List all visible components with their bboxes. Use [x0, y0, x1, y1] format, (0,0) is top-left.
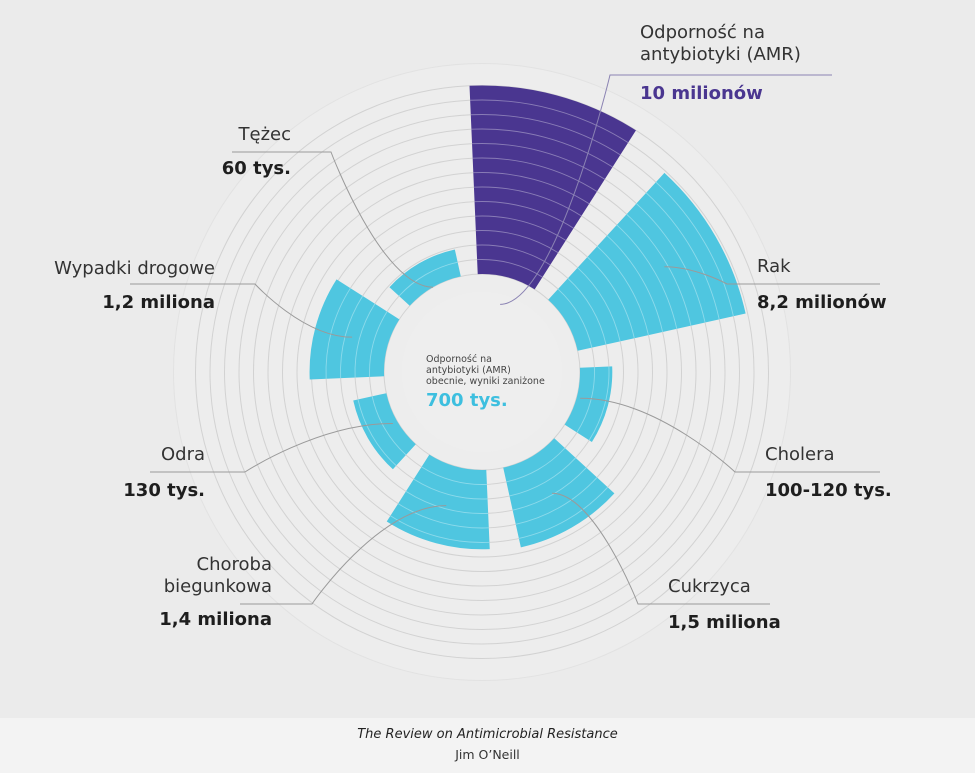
bar-4	[386, 454, 490, 550]
category-label-1: Rak	[757, 256, 791, 277]
value-label-2: 100-120 tys.	[765, 480, 892, 501]
bar-1-ring	[567, 278, 607, 345]
bar-0-ring	[471, 128, 613, 168]
bar-3-ring	[515, 477, 598, 525]
bar-1-ring	[655, 181, 734, 317]
bar-3-ring	[518, 486, 609, 539]
bar-4-ring	[413, 478, 488, 500]
bar-6	[309, 279, 400, 380]
bar-0-ring	[470, 99, 629, 143]
source-author: Jim O’Neill	[455, 747, 520, 762]
category-label-0: antybiotyki (AMR)	[640, 44, 801, 65]
bar-4-ring	[390, 515, 490, 543]
category-label-7: Tężec	[238, 124, 292, 145]
leader-line-5	[150, 422, 393, 473]
category-label-0: Odporność na	[640, 22, 765, 43]
value-label-1: 8,2 milionów	[757, 292, 887, 313]
bar-6-ring	[325, 287, 351, 379]
leader-line-0	[500, 74, 832, 305]
center-label-line: obecnie, wyniki zaniżone	[426, 376, 545, 387]
bar-7-ring	[398, 261, 458, 297]
bar-1-ring	[587, 256, 635, 339]
category-label-3: Cukrzyca	[668, 576, 751, 597]
source-footer: The Review on Antimicrobial Resistance J…	[0, 718, 975, 773]
bar-0	[469, 85, 636, 290]
category-label-2: Cholera	[765, 444, 835, 465]
center-label-line: antybiotyki (AMR)	[426, 365, 511, 376]
bar-2	[564, 366, 613, 443]
bar-1-ring	[626, 213, 692, 326]
value-label-5: 130 tys.	[123, 480, 205, 501]
bar-3	[503, 438, 615, 548]
bar-3-ring	[509, 457, 576, 497]
bar-1-ring	[616, 224, 678, 329]
bar-4-ring	[405, 490, 489, 514]
category-label-5: Odra	[161, 444, 205, 465]
bar-1	[548, 172, 746, 351]
bar-6-ring	[340, 295, 364, 379]
bar-1-ring	[557, 288, 593, 348]
bar-0-ring	[474, 201, 574, 229]
bar-7	[389, 249, 461, 306]
bar-0-ring	[473, 172, 590, 205]
leader-line-4	[240, 505, 447, 605]
bar-5	[353, 393, 416, 470]
bar-4-ring	[397, 503, 489, 529]
bar-1-ring	[577, 267, 621, 342]
leader-line-2	[580, 397, 880, 473]
bar-6-ring	[354, 303, 376, 378]
bar-1-ring	[645, 192, 720, 320]
bar-0-ring	[473, 186, 582, 217]
bar-0-ring	[470, 114, 621, 156]
leader-line-6	[130, 283, 353, 338]
bar-1-ring	[606, 235, 664, 333]
bar-5-ring	[371, 396, 407, 456]
bar-0-ring	[476, 244, 551, 266]
bar-3-ring	[512, 467, 587, 511]
leader-line-3	[552, 492, 770, 605]
bar-5-ring	[357, 399, 397, 466]
leader-line-1	[664, 266, 880, 285]
value-label-4: 1,4 miliona	[159, 609, 272, 630]
bar-0-ring	[472, 157, 598, 192]
value-label-6: 1,2 miliona	[102, 292, 215, 313]
bar-6-ring	[369, 311, 388, 377]
bar-2-ring	[588, 366, 610, 441]
center-label-line: Odporność na	[426, 354, 492, 365]
bar-4-ring	[421, 466, 487, 485]
bar-2-ring	[576, 367, 595, 433]
category-label-4: Choroba	[197, 554, 272, 575]
source-title: The Review on Antimicrobial Resistance	[357, 727, 618, 742]
bar-0-ring	[472, 143, 606, 180]
bar-1-ring	[636, 203, 706, 323]
category-label-6: Wypadki drogowe	[54, 258, 215, 279]
bar-1-ring	[596, 245, 649, 336]
category-label-4: biegunkowa	[164, 576, 272, 597]
leader-line-7	[232, 151, 434, 288]
value-label-3: 1,5 miliona	[668, 612, 781, 633]
center-value: 700 tys.	[426, 390, 508, 411]
value-label-7: 60 tys.	[222, 158, 291, 179]
value-label-0: 10 milionów	[640, 83, 763, 104]
center-disc	[402, 292, 562, 452]
bar-3-ring	[506, 447, 566, 483]
